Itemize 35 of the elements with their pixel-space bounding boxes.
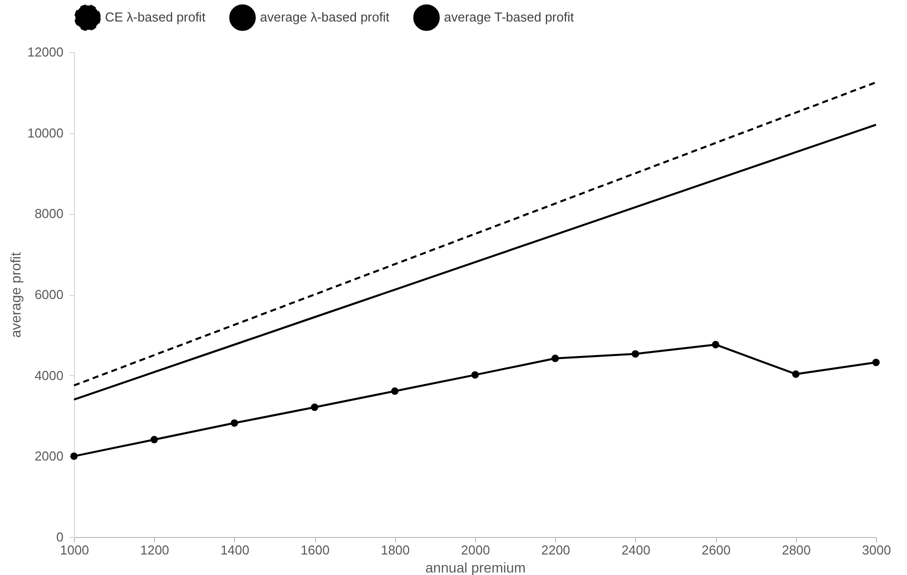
- y-tick-label: 12000: [27, 44, 64, 60]
- y-tick-label: 4000: [34, 368, 64, 383]
- point: [551, 354, 559, 362]
- y-tick-label: 6000: [34, 287, 64, 302]
- point: [632, 350, 640, 358]
- point: [150, 436, 158, 444]
- point: [230, 419, 238, 427]
- x-tick-label: 2600: [702, 542, 731, 558]
- x-tick-label: 1000: [60, 542, 89, 558]
- x-tick-label: 1600: [300, 542, 330, 558]
- x-tick-label: 2000: [461, 542, 490, 558]
- line-series: [73, 81, 877, 386]
- legend-label: average T-based profit: [444, 10, 574, 25]
- y-tick-label: 8000: [34, 206, 64, 222]
- y-tick-label: 2000: [34, 448, 64, 464]
- point: [872, 358, 880, 366]
- x-tick-label: 3000: [862, 542, 891, 558]
- point: [471, 371, 479, 379]
- y-tick-label: 0: [56, 530, 64, 544]
- point: [792, 370, 800, 378]
- point: [310, 404, 318, 411]
- y-tick-label: 10000: [27, 125, 64, 140]
- legend-label: CE λ-based profit: [105, 10, 206, 25]
- point: [70, 452, 78, 460]
- legend-label: average λ-based profit: [260, 10, 390, 25]
- y-axis-title: average profit: [7, 252, 24, 338]
- x-tick-label: 2200: [541, 542, 570, 558]
- line-series: [73, 124, 877, 401]
- x-tick-label: 2400: [621, 542, 650, 558]
- x-tick-label: 1400: [220, 542, 250, 558]
- x-tick-label: 1200: [140, 542, 170, 558]
- x-tick-label: 2800: [782, 542, 811, 558]
- point: [712, 340, 720, 348]
- x-tick-label: 1800: [380, 542, 410, 558]
- point: [391, 387, 399, 395]
